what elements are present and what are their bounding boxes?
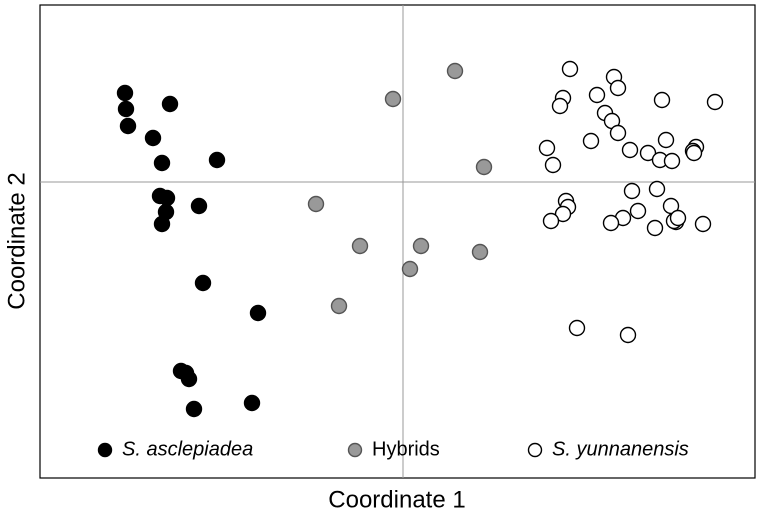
point [144, 129, 162, 147]
point [180, 370, 198, 388]
point [551, 97, 569, 115]
point [116, 84, 134, 102]
legend-label: S. yunnanensis [552, 438, 689, 460]
point [561, 60, 579, 78]
point [694, 215, 712, 233]
point [639, 144, 657, 162]
point [646, 219, 664, 237]
point [609, 124, 627, 142]
point [669, 209, 687, 227]
point [621, 141, 639, 159]
point [158, 189, 176, 207]
point [706, 93, 724, 111]
point [653, 91, 671, 109]
point [330, 297, 348, 315]
point [243, 394, 261, 412]
point [602, 214, 620, 232]
legend-marker [97, 442, 113, 458]
point [619, 326, 637, 344]
point [412, 237, 430, 255]
legend-marker [527, 442, 543, 458]
y-axis-label: Coordinate 2 [3, 172, 30, 309]
point [249, 304, 267, 322]
point [401, 260, 419, 278]
point [588, 86, 606, 104]
point [475, 158, 493, 176]
point [609, 79, 627, 97]
point [623, 182, 641, 200]
point [582, 132, 600, 150]
point [685, 144, 703, 162]
point [351, 237, 369, 255]
point [538, 139, 556, 157]
point [663, 152, 681, 170]
point [544, 156, 562, 174]
point [153, 154, 171, 172]
point [153, 215, 171, 233]
point [307, 195, 325, 213]
point [117, 100, 135, 118]
plot-frame [39, 4, 756, 479]
point [568, 319, 586, 337]
x-axis-label: Coordinate 1 [328, 486, 465, 513]
point [194, 274, 212, 292]
point [208, 151, 226, 169]
point [446, 62, 464, 80]
point [648, 180, 666, 198]
point [384, 90, 402, 108]
legend-label: S. asclepiadea [122, 438, 253, 460]
point [471, 243, 489, 261]
point [554, 205, 572, 223]
point [119, 117, 137, 135]
point [190, 197, 208, 215]
point [542, 212, 560, 230]
legend-label: Hybrids [372, 438, 440, 460]
point [161, 95, 179, 113]
point [629, 202, 647, 220]
point [657, 131, 675, 149]
legend-marker [347, 442, 363, 458]
point [185, 400, 203, 418]
